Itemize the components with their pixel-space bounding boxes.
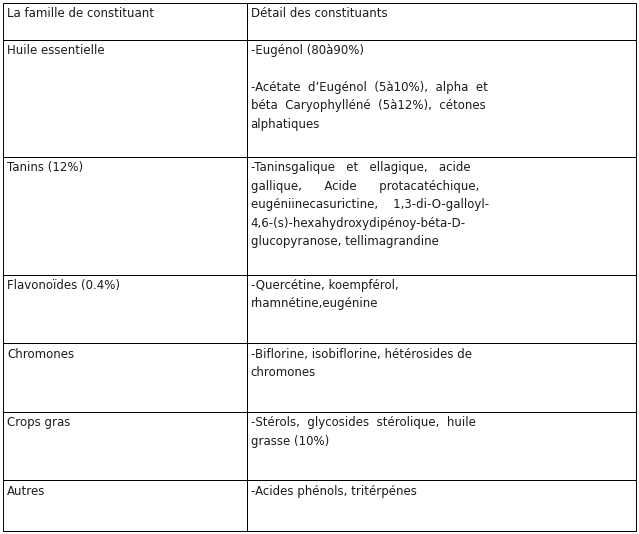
Bar [3, 274, 247, 343]
Text: La famille de constituant: La famille de constituant [7, 7, 154, 20]
Bar [3, 481, 247, 531]
Bar [3, 412, 247, 481]
Text: -Stérols,  glycosides  stérolique,  huile
grasse (10%): -Stérols, glycosides stérolique, huile g… [250, 416, 475, 447]
Text: -Biflorine, isobiflorine, hétérosides de
chromones: -Biflorine, isobiflorine, hétérosides de… [250, 348, 472, 379]
Bar [247, 343, 636, 412]
Bar [247, 481, 636, 531]
Text: Huile essentielle: Huile essentielle [7, 44, 105, 57]
Text: -Eugénol (80à90%)

-Acétate  d’Eugénol  (5à10%),  alpha  et
béta  Caryophylléné : -Eugénol (80à90%) -Acétate d’Eugénol (5à… [250, 44, 488, 131]
Bar [247, 40, 636, 157]
Bar [247, 157, 636, 274]
Text: Autres: Autres [7, 485, 45, 498]
Bar [3, 3, 247, 40]
Bar [247, 412, 636, 481]
Text: Chromones: Chromones [7, 348, 74, 360]
Bar [247, 274, 636, 343]
Bar [3, 343, 247, 412]
Text: -Acides phénols, tritérpénes: -Acides phénols, tritérpénes [250, 485, 417, 498]
Bar [3, 40, 247, 157]
Text: -Quercétine, koempférol,
rhamnétine,eugénine: -Quercétine, koempférol, rhamnétine,eugé… [250, 279, 398, 310]
Bar [247, 3, 636, 40]
Text: Flavonoïdes (0.4%): Flavonoïdes (0.4%) [7, 279, 120, 292]
Text: Tanins (12%): Tanins (12%) [7, 161, 83, 174]
Text: -Taninsgalique   et   ellagique,   acide
gallique,      Acide      protacatéchiq: -Taninsgalique et ellagique, acide galli… [250, 161, 489, 248]
Bar [3, 157, 247, 274]
Text: Crops gras: Crops gras [7, 416, 70, 429]
Text: Détail des constituants: Détail des constituants [250, 7, 387, 20]
